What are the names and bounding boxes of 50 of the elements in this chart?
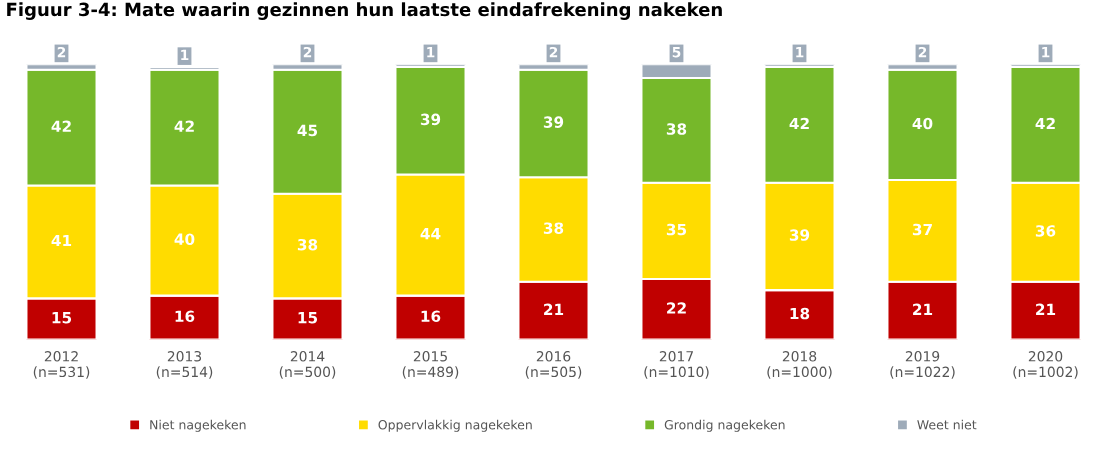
x-tick-label: 2016 (n=505) bbox=[525, 351, 582, 379]
legend-label: Niet nagekeken bbox=[150, 419, 246, 432]
legend-label: Oppervlakkig nagekeken bbox=[378, 419, 532, 432]
x-tick-label: 2015 (n=489) bbox=[402, 351, 459, 379]
data-label: 45 bbox=[297, 124, 318, 137]
data-label: 41 bbox=[51, 234, 72, 247]
x-tick-label: 2017 (n=1010) bbox=[644, 351, 709, 379]
data-label: 44 bbox=[420, 228, 441, 240]
data-label: 38 bbox=[666, 123, 687, 135]
legend-label: Weet niet bbox=[917, 419, 977, 430]
data-label: 42 bbox=[51, 120, 71, 132]
x-tick-label: 2018 (n=1000) bbox=[767, 351, 832, 379]
x-tick-label: 2012 (n=531) bbox=[33, 351, 90, 379]
data-label: 2 bbox=[303, 46, 312, 58]
data-label: 39 bbox=[420, 113, 441, 126]
data-label: 16 bbox=[421, 310, 441, 323]
data-label: 21 bbox=[1036, 303, 1056, 315]
chart-title: Figuur 3-4: Mate waarin gezinnen hun laatste eindafrekening nakeken bbox=[7, 2, 722, 20]
data-label: 1 bbox=[427, 47, 435, 58]
data-label: 40 bbox=[174, 233, 195, 245]
data-label: 1 bbox=[796, 47, 804, 58]
data-label: 36 bbox=[1035, 225, 1056, 237]
data-label: 2 bbox=[57, 46, 66, 58]
x-tick-label: 2013 (n=514) bbox=[156, 351, 213, 379]
data-label: 21 bbox=[913, 303, 933, 315]
data-label: 37 bbox=[912, 223, 932, 236]
data-label: 35 bbox=[666, 223, 687, 236]
data-label: 15 bbox=[52, 312, 72, 324]
data-label: 1 bbox=[181, 49, 189, 60]
legend-label: Grondig nagekeken bbox=[664, 419, 785, 432]
data-label: 21 bbox=[544, 303, 564, 315]
data-label: 42 bbox=[174, 120, 194, 132]
x-tick-label: 2020 (n=1002) bbox=[1013, 351, 1078, 379]
data-label: 2 bbox=[549, 46, 558, 58]
data-label: 38 bbox=[297, 238, 318, 251]
data-label: 5 bbox=[672, 47, 681, 58]
data-label: 2 bbox=[918, 46, 927, 58]
data-label: 16 bbox=[175, 310, 195, 323]
data-label: 42 bbox=[789, 117, 809, 130]
data-label: 42 bbox=[1035, 117, 1055, 130]
data-label: 18 bbox=[790, 307, 810, 320]
data-label: 1 bbox=[1042, 47, 1050, 58]
x-tick-label: 2019 (n=1022) bbox=[890, 351, 955, 379]
data-label: 38 bbox=[543, 222, 564, 234]
data-label: 22 bbox=[667, 302, 686, 314]
data-label: 15 bbox=[298, 312, 318, 324]
x-tick-label: 2014 (n=500) bbox=[279, 351, 336, 379]
data-label: 40 bbox=[912, 117, 933, 130]
data-label: 39 bbox=[543, 116, 564, 128]
data-label: 39 bbox=[789, 229, 810, 241]
